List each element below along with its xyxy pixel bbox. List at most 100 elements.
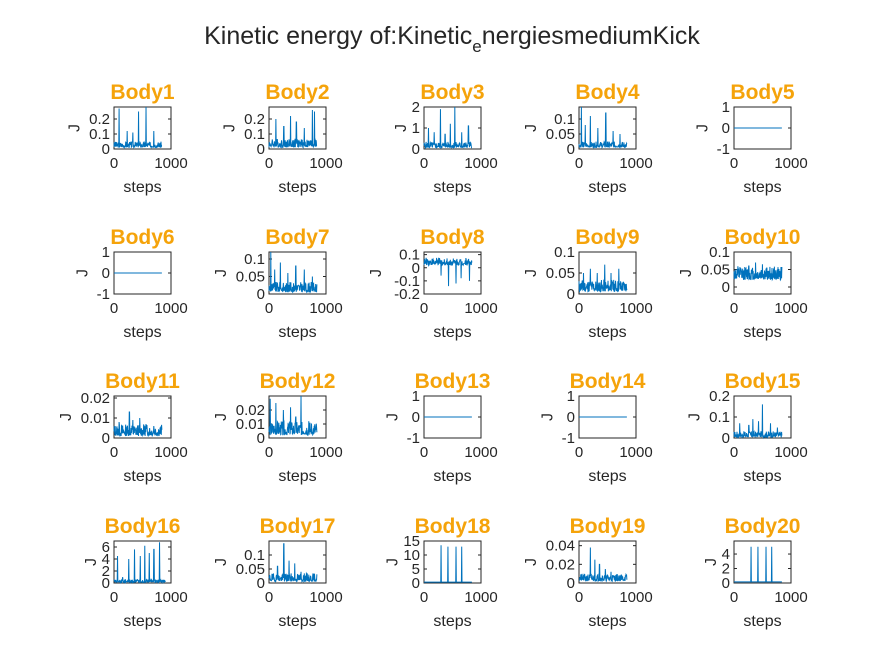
y-axis-label: J bbox=[385, 558, 402, 566]
x-tick-label: 1000 bbox=[154, 444, 187, 461]
x-tick-label: 0 bbox=[575, 444, 583, 461]
y-axis-label: J bbox=[678, 269, 695, 277]
x-axis-label: steps bbox=[278, 324, 316, 341]
y-tick-label: 0 bbox=[257, 430, 265, 447]
y-tick-label: 0.1 bbox=[399, 247, 420, 264]
x-tick-label: 0 bbox=[420, 589, 428, 606]
y-axis-label: J bbox=[213, 558, 230, 566]
subplot-title: Body7 bbox=[265, 226, 329, 249]
y-tick-label: -1 bbox=[407, 430, 420, 447]
subplot-title: Body11 bbox=[105, 370, 180, 393]
y-tick-label: 0.02 bbox=[546, 556, 575, 573]
x-axis-label: steps bbox=[588, 613, 626, 630]
x-tick-label: 1000 bbox=[464, 300, 497, 317]
y-tick-label: 0 bbox=[722, 430, 730, 447]
series-line bbox=[423, 106, 473, 150]
y-tick-label: 0.1 bbox=[89, 126, 110, 143]
series-line bbox=[578, 547, 628, 583]
subplot-body4: Body4 00.050.1 0 1000 steps J bbox=[523, 81, 652, 196]
x-tick-label: 1000 bbox=[774, 589, 807, 606]
y-tick-label: 0.01 bbox=[81, 410, 110, 427]
y-tick-label: 5 bbox=[412, 561, 420, 578]
x-axis-label: steps bbox=[743, 613, 781, 630]
y-axis-label: J bbox=[703, 558, 720, 566]
series-line bbox=[268, 543, 318, 583]
series-line bbox=[268, 109, 318, 149]
y-tick-label: 0.1 bbox=[244, 251, 265, 268]
y-tick-label: 0 bbox=[102, 430, 110, 447]
x-tick-label: 1000 bbox=[309, 300, 342, 317]
x-tick-label: 1000 bbox=[309, 155, 342, 172]
x-tick-label: 1000 bbox=[464, 155, 497, 172]
series-line bbox=[578, 264, 628, 294]
x-axis-label: steps bbox=[433, 324, 471, 341]
y-tick-label: 0.02 bbox=[236, 402, 265, 419]
x-tick-label: 1000 bbox=[774, 155, 807, 172]
x-axis-label: steps bbox=[123, 324, 161, 341]
subplot-title: Body10 bbox=[725, 226, 801, 249]
series-line bbox=[113, 542, 166, 585]
y-tick-label: 0 bbox=[567, 141, 575, 158]
subplot-title: Body16 bbox=[105, 515, 181, 538]
series-line bbox=[268, 395, 318, 437]
plot-area bbox=[423, 540, 482, 584]
x-tick-label: 0 bbox=[575, 300, 583, 317]
subplot-title: Body5 bbox=[730, 81, 795, 104]
y-tick-label: 0 bbox=[257, 575, 265, 592]
y-tick-label: 0.2 bbox=[89, 111, 110, 128]
x-tick-label: 0 bbox=[265, 444, 273, 461]
x-tick-label: 0 bbox=[730, 589, 738, 606]
y-axis-label: J bbox=[523, 269, 540, 277]
y-tick-label: 0.05 bbox=[701, 262, 730, 279]
y-tick-label: 6 bbox=[102, 539, 110, 556]
y-axis-label: J bbox=[58, 413, 75, 421]
y-tick-label: 0.05 bbox=[546, 126, 575, 143]
y-tick-label: 0 bbox=[412, 260, 420, 277]
y-tick-label: 0.1 bbox=[709, 244, 730, 261]
x-tick-label: 1000 bbox=[309, 589, 342, 606]
series-line bbox=[734, 546, 782, 583]
y-axis-label: J bbox=[213, 269, 230, 277]
y-tick-label: 1 bbox=[567, 388, 575, 405]
x-axis-label: steps bbox=[588, 179, 626, 196]
x-axis-label: steps bbox=[278, 179, 316, 196]
y-tick-label: 0.05 bbox=[546, 265, 575, 282]
y-axis-label: J bbox=[221, 124, 238, 132]
series-line bbox=[424, 545, 472, 583]
x-tick-label: 0 bbox=[110, 300, 118, 317]
y-tick-label: -1 bbox=[562, 430, 575, 447]
y-tick-label: 0.1 bbox=[244, 126, 265, 143]
subplot-title: Body19 bbox=[570, 515, 646, 538]
y-tick-label: 0.1 bbox=[554, 244, 575, 261]
y-tick-label: -1 bbox=[97, 286, 110, 303]
x-tick-label: 0 bbox=[730, 300, 738, 317]
subplot-body15: Body15 0 0.1 0.2 0 1000 steps J bbox=[686, 370, 807, 485]
x-tick-label: 1000 bbox=[154, 155, 187, 172]
series-line bbox=[113, 106, 163, 150]
x-axis-label: steps bbox=[588, 468, 626, 485]
y-tick-label: 4 bbox=[722, 546, 730, 563]
x-tick-label: 1000 bbox=[154, 589, 187, 606]
subplot-title: Body20 bbox=[725, 515, 801, 538]
y-tick-label: 0 bbox=[412, 575, 420, 592]
y-tick-label: 0.01 bbox=[236, 416, 265, 433]
x-tick-label: 0 bbox=[265, 589, 273, 606]
y-tick-label: 15 bbox=[403, 533, 420, 550]
subplot-body12: Body12 00.010.02 0 1000 steps J bbox=[213, 370, 342, 485]
y-tick-label: -0.2 bbox=[394, 286, 420, 303]
y-tick-label: 0 bbox=[102, 265, 110, 282]
x-tick-label: 1000 bbox=[619, 155, 652, 172]
y-tick-label: 0.1 bbox=[709, 409, 730, 426]
x-tick-label: 0 bbox=[110, 589, 118, 606]
plot-area bbox=[733, 540, 792, 584]
subplot-title: Body9 bbox=[575, 226, 639, 249]
y-tick-label: 10 bbox=[403, 547, 420, 564]
y-tick-label: -0.1 bbox=[394, 273, 420, 290]
subplot-body7: Body7 00.050.1 0 1000 steps J bbox=[213, 226, 342, 341]
y-tick-label: 0 bbox=[412, 141, 420, 158]
y-axis-label: J bbox=[523, 558, 540, 566]
